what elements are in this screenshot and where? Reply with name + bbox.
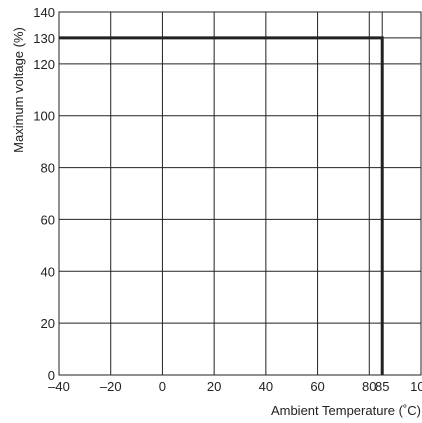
series-line [59, 36, 384, 375]
x-tick-label: 85 [375, 379, 389, 394]
series-layer [59, 36, 384, 375]
y-tick-labels: 0 20 40 60 80 100 120 130 140 [33, 5, 55, 383]
y-tick-label: 100 [33, 109, 55, 124]
x-axis-label: Ambient Temperature (˚C) [271, 403, 421, 418]
x-tick-label: 40 [259, 379, 273, 394]
y-tick-label: 80 [41, 161, 55, 176]
x-tick-label: 60 [310, 379, 324, 394]
x-tick-label: –20 [100, 379, 122, 394]
y-tick-label: 0 [48, 368, 55, 383]
x-tick-label: 80 [362, 379, 376, 394]
y-axis-label: Maximum voltage (%) [11, 27, 26, 153]
y-tick-label: 120 [33, 57, 55, 72]
y-tick-label: 40 [41, 264, 55, 279]
grid-lines [59, 12, 421, 375]
y-tick-label: 60 [41, 212, 55, 227]
y-tick-label: 20 [41, 316, 55, 331]
x-tick-label: 100 [410, 379, 422, 394]
y-tick-label: 130 [33, 31, 55, 46]
x-tick-label: 20 [207, 379, 221, 394]
x-tick-label: –40 [48, 379, 70, 394]
y-tick-label: 140 [33, 5, 55, 20]
plot-frame [58, 11, 422, 376]
x-tick-label: 0 [159, 379, 166, 394]
